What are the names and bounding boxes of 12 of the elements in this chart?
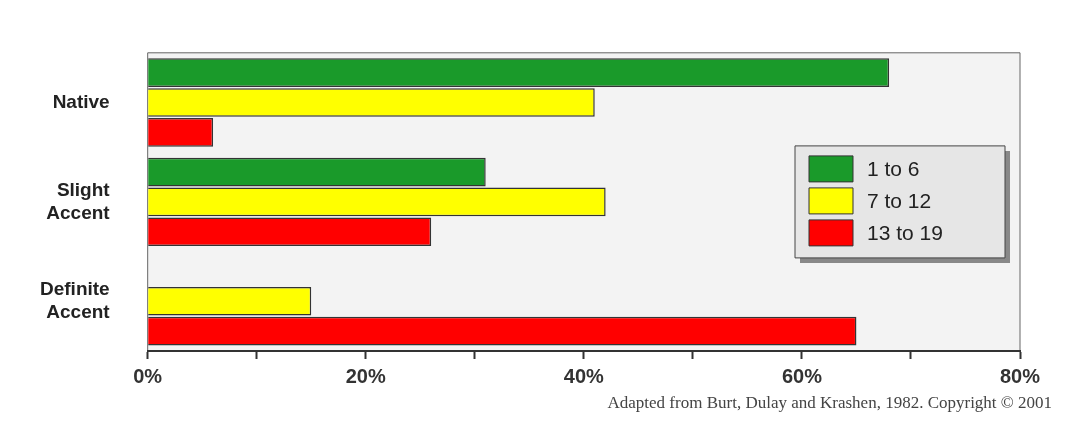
legend-label: 13 to 19	[867, 220, 943, 244]
y-tick-label: Definite Accent	[39, 278, 111, 322]
text: Adapted from Burt, Dulay and Krashen, 1982. Copyright © 2001	[606, 393, 1053, 413]
legend-label: 7 to 12	[867, 188, 932, 212]
x-tick-label: 20%	[345, 364, 386, 387]
legend-label: 1 to 6	[867, 156, 920, 180]
x-tick-label: 40%	[563, 364, 605, 387]
x-tick-label: 0%	[133, 364, 163, 387]
x-tick-label: 60%	[781, 364, 823, 387]
y-tick-label: Native	[52, 90, 110, 112]
x-tick-label: 80%	[999, 364, 1041, 387]
y-tick-label: Slight Accent	[46, 178, 111, 223]
